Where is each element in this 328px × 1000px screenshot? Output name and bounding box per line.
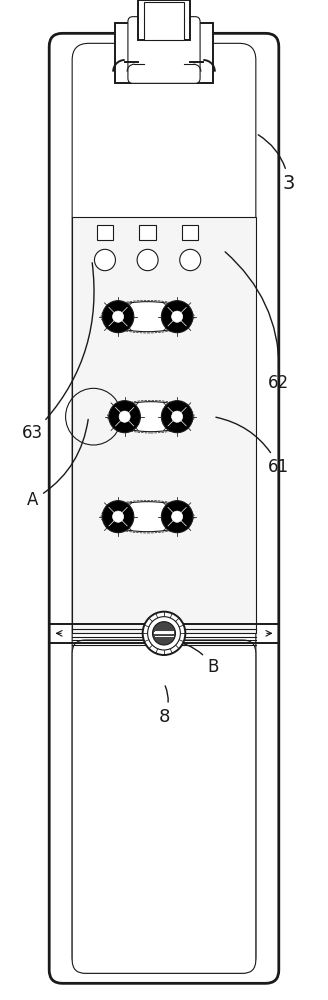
Bar	[138, 0, 190, 40]
Ellipse shape	[102, 302, 193, 332]
Circle shape	[137, 249, 158, 271]
Circle shape	[153, 622, 175, 645]
FancyBboxPatch shape	[72, 640, 256, 973]
Circle shape	[109, 401, 140, 433]
Bar	[97, 225, 113, 240]
Circle shape	[113, 311, 124, 322]
FancyBboxPatch shape	[49, 33, 279, 983]
Circle shape	[102, 301, 134, 333]
Circle shape	[148, 617, 180, 650]
Circle shape	[161, 301, 193, 333]
Text: 8: 8	[158, 686, 170, 726]
Circle shape	[119, 411, 130, 422]
Ellipse shape	[102, 502, 193, 532]
Circle shape	[102, 501, 134, 533]
Circle shape	[161, 501, 193, 533]
Circle shape	[172, 311, 183, 322]
Circle shape	[94, 249, 115, 271]
Bar	[144, 2, 184, 40]
Circle shape	[180, 249, 201, 271]
Circle shape	[113, 511, 124, 522]
Text: 61: 61	[216, 417, 289, 476]
Circle shape	[172, 511, 183, 522]
Circle shape	[161, 401, 193, 433]
Bar	[72, 217, 256, 633]
FancyBboxPatch shape	[128, 17, 200, 83]
Text: B: B	[167, 640, 219, 676]
Circle shape	[172, 411, 183, 422]
Bar	[115, 23, 213, 83]
Text: 3: 3	[258, 135, 295, 193]
Text: 62: 62	[225, 252, 289, 392]
Text: 63: 63	[22, 263, 94, 442]
Circle shape	[143, 612, 185, 655]
Ellipse shape	[109, 402, 193, 432]
Bar	[139, 225, 156, 240]
Text: A: A	[27, 419, 88, 509]
Bar	[182, 225, 198, 240]
